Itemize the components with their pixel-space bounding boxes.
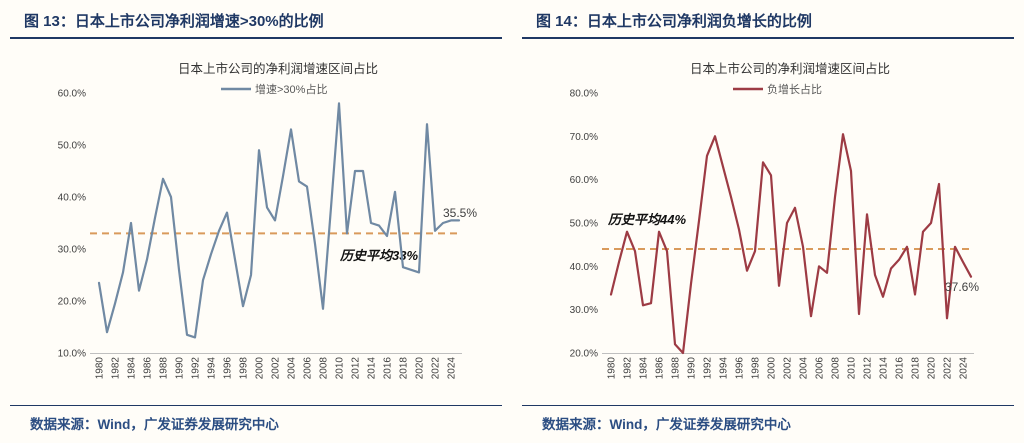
x-tick-label: 1998	[239, 357, 250, 380]
x-tick-label: 1988	[671, 357, 682, 380]
x-tick-label: 2018	[911, 357, 922, 380]
x-tick-label: 2000	[767, 357, 778, 380]
x-tick-label: 2004	[287, 357, 298, 380]
x-tick-label: 1996	[735, 357, 746, 380]
y-tick-label: 70.0%	[570, 132, 598, 143]
y-tick-label: 80.0%	[570, 89, 598, 100]
y-tick-label: 40.0%	[570, 262, 598, 273]
y-tick-label: 60.0%	[570, 175, 598, 186]
x-tick-label: 1986	[143, 357, 154, 380]
x-tick-label: 2006	[815, 357, 826, 380]
x-tick-label: 2020	[927, 357, 938, 380]
figure-14-title: 图 14：日本上市公司净利润负增长的比例	[522, 8, 1014, 39]
x-tick-label: 1980	[607, 357, 618, 380]
x-tick-label: 2004	[799, 357, 810, 380]
x-tick-label: 2014	[367, 357, 378, 380]
y-tick-label: 20.0%	[570, 349, 598, 360]
x-tick-label: 1994	[719, 357, 730, 380]
x-tick-label: 1982	[111, 357, 122, 380]
legend-label: 负增长占比	[767, 82, 822, 96]
x-tick-label: 1982	[623, 357, 634, 380]
x-tick-label: 2012	[351, 357, 362, 380]
y-tick-label: 60.0%	[58, 89, 86, 100]
x-tick-label: 1998	[751, 357, 762, 380]
x-tick-label: 2012	[863, 357, 874, 380]
figure-13-source: 数据来源：Wind，广发证券发展研究中心	[10, 405, 502, 433]
figure-13-title: 图 13：日本上市公司净利润增速>30%的比例	[10, 8, 502, 39]
y-tick-label: 50.0%	[570, 219, 598, 230]
end-value-label: 35.5%	[443, 206, 477, 220]
x-tick-label: 1992	[703, 357, 714, 380]
series-line	[609, 133, 973, 355]
x-tick-label: 2024	[959, 357, 970, 380]
x-tick-label: 2022	[943, 357, 954, 380]
x-tick-label: 2018	[399, 357, 410, 380]
average-label: 历史平均44%	[607, 212, 686, 227]
y-tick-label: 30.0%	[570, 305, 598, 316]
y-tick-label: 10.0%	[58, 349, 86, 360]
x-tick-label: 2016	[383, 357, 394, 380]
x-tick-label: 1992	[191, 357, 202, 380]
y-tick-label: 30.0%	[58, 245, 86, 256]
y-tick-label: 50.0%	[58, 141, 86, 152]
x-tick-label: 2010	[335, 357, 346, 380]
y-tick-label: 20.0%	[58, 297, 86, 308]
chart-title: 日本上市公司的净利润增速区间占比	[178, 61, 378, 76]
legend-label: 增速>30%占比	[255, 82, 327, 96]
x-tick-label: 1996	[223, 357, 234, 380]
x-tick-label: 2024	[447, 357, 458, 380]
y-tick-label: 40.0%	[58, 193, 86, 204]
x-tick-label: 1990	[687, 357, 698, 380]
x-tick-label: 1986	[655, 357, 666, 380]
x-tick-label: 2016	[895, 357, 906, 380]
x-tick-label: 1984	[127, 357, 138, 380]
x-tick-label: 2008	[319, 357, 330, 380]
x-tick-label: 1990	[175, 357, 186, 380]
x-tick-label: 2014	[879, 357, 890, 380]
figures-row: 图 13：日本上市公司净利润增速>30%的比例 日本上市公司的净利润增速区间占比…	[10, 8, 1014, 433]
x-tick-label: 2000	[255, 357, 266, 380]
x-tick-label: 1980	[95, 357, 106, 380]
chart-title: 日本上市公司的净利润增速区间占比	[690, 61, 890, 76]
figure-13-chart-area: 日本上市公司的净利润增速区间占比增速>30%占比 10.0% 20.0% 30.0% 4…	[10, 39, 502, 404]
x-tick-label: 1984	[639, 357, 650, 380]
x-tick-label: 1988	[159, 357, 170, 380]
x-tick-label: 2002	[271, 357, 282, 380]
figure-14: 图 14：日本上市公司净利润负增长的比例 日本上市公司的净利润增速区间占比负增长…	[522, 8, 1014, 433]
end-value-label: 37.6%	[945, 280, 979, 294]
x-tick-label: 2010	[847, 357, 858, 380]
x-tick-label: 2002	[783, 357, 794, 380]
figure-14-source: 数据来源：Wind，广发证券发展研究中心	[522, 405, 1014, 433]
figure-14-chart-area: 日本上市公司的净利润增速区间占比负增长占比 20.0% 30.0% 40.0% 50.0…	[522, 39, 1014, 404]
x-tick-label: 1994	[207, 357, 218, 380]
x-tick-label: 2008	[831, 357, 842, 380]
series-line	[97, 102, 461, 339]
x-tick-label: 2022	[431, 357, 442, 380]
average-label: 历史平均33%	[339, 248, 418, 263]
figure-13: 图 13：日本上市公司净利润增速>30%的比例 日本上市公司的净利润增速区间占比…	[10, 8, 502, 433]
x-tick-label: 2006	[303, 357, 314, 380]
x-tick-label: 2020	[415, 357, 426, 380]
